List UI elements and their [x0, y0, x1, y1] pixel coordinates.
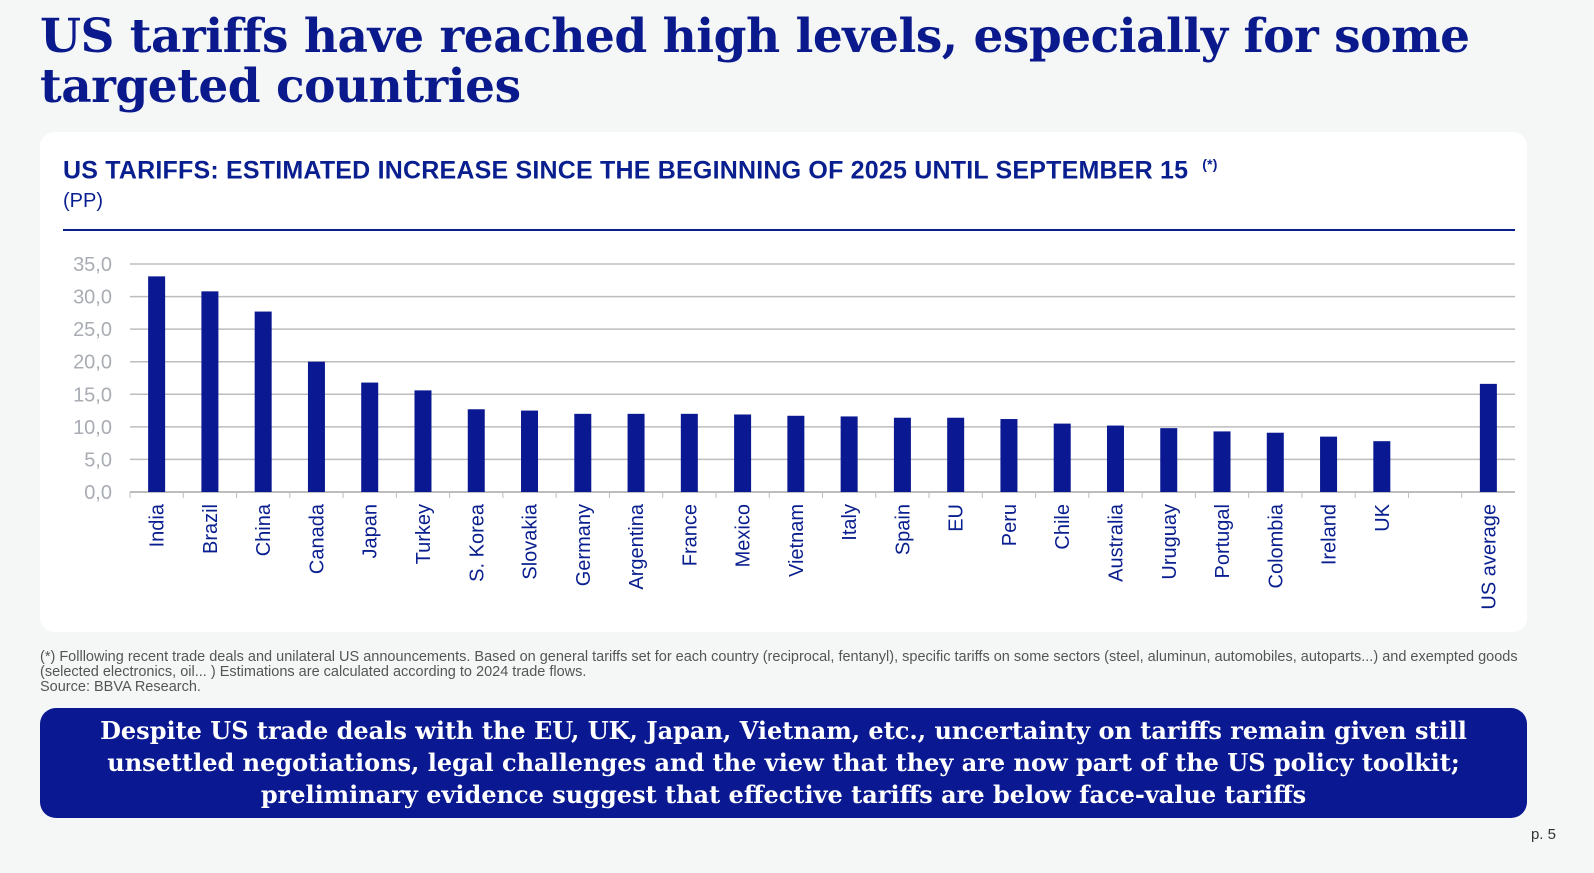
y-tick-label: 20,0	[73, 352, 112, 374]
x-tick-label: Italy	[839, 504, 861, 541]
x-tick-label: Spain	[892, 504, 914, 555]
bar	[574, 413, 592, 492]
x-tick-label: France	[679, 504, 701, 566]
bar	[1213, 431, 1231, 492]
x-tick-label: Argentina	[626, 503, 648, 589]
x-tick-label: Colombia	[1265, 503, 1287, 588]
bar	[734, 414, 752, 492]
x-tick-label: Slovakia	[520, 503, 542, 579]
bar	[201, 291, 219, 492]
bar	[947, 417, 965, 492]
y-tick-label: 15,0	[73, 384, 112, 406]
x-tick-label: UK	[1372, 503, 1394, 531]
chart-title-note: (*)	[1202, 156, 1218, 172]
x-tick-label: Ireland	[1319, 504, 1341, 565]
x-tick-label: S. Korea	[466, 503, 488, 582]
bar	[893, 417, 911, 492]
bar	[1266, 432, 1284, 492]
bar	[1053, 423, 1071, 492]
x-tick-label: Uruguay	[1159, 504, 1181, 580]
x-tick-label: Peru	[999, 504, 1021, 546]
bar	[307, 361, 325, 492]
bar	[1160, 428, 1178, 492]
chart-card: US TARIFFS: ESTIMATED INCREASE SINCE THE…	[40, 132, 1527, 632]
x-tick-label: US average	[1478, 504, 1500, 610]
chart-title-text: US TARIFFS: ESTIMATED INCREASE SINCE THE…	[63, 156, 1189, 185]
x-tick-label: Brazil	[200, 504, 222, 554]
bar	[787, 415, 805, 492]
bar	[521, 410, 539, 492]
y-tick-label: 25,0	[73, 319, 112, 341]
x-tick-label: Japan	[360, 504, 382, 559]
x-tick-label: Mexico	[733, 504, 755, 567]
bar	[627, 413, 645, 492]
x-tick-label: EU	[946, 504, 968, 532]
bar	[148, 276, 166, 492]
page-title: US tariffs have reached high levels, esp…	[40, 9, 1470, 114]
bar	[1000, 419, 1018, 492]
x-tick-label: Vietnam	[786, 504, 808, 577]
bar	[1373, 441, 1391, 492]
bar	[414, 390, 432, 492]
x-tick-label: Portugal	[1212, 504, 1234, 579]
chart-unit: (PP)	[63, 190, 103, 212]
y-tick-label: 30,0	[73, 287, 112, 309]
bar	[467, 409, 485, 492]
footnote: (*) Folllowing recent trade deals and un…	[40, 650, 1530, 695]
key-message-banner: Despite US trade deals with the EU, UK, …	[40, 708, 1527, 818]
bar	[1106, 425, 1124, 492]
title-divider	[63, 229, 1515, 231]
x-tick-label: Germany	[573, 504, 595, 586]
banner-text: Despite US trade deals with the EU, UK, …	[100, 716, 1467, 809]
x-tick-label: Australia	[1105, 503, 1127, 582]
footnote-text: (*) Folllowing recent trade deals and un…	[40, 649, 1518, 680]
bar	[361, 382, 379, 492]
bar	[840, 416, 858, 492]
bar	[680, 413, 698, 492]
source-text: Source: BBVA Research.	[40, 679, 201, 695]
page-number: p. 5	[1530, 826, 1556, 843]
y-tick-label: 5,0	[84, 449, 112, 471]
y-tick-label: 10,0	[73, 417, 112, 439]
x-tick-label: Turkey	[413, 504, 435, 564]
y-tick-label: 35,0	[73, 254, 112, 276]
bar	[1479, 383, 1497, 492]
y-tick-label: 0,0	[84, 482, 112, 504]
x-tick-label: Canada	[306, 503, 328, 574]
bar-chart: 0,0 5,0 10,0 15,0 20,0 25,0 30,0 35,0 India Brazi…	[73, 254, 1515, 610]
x-tick-label: India	[147, 503, 169, 547]
chart-title: US TARIFFS: ESTIMATED INCREASE SINCE THE…	[63, 156, 1218, 185]
bar	[1320, 436, 1338, 492]
x-tick-label: China	[253, 503, 275, 556]
bar	[254, 311, 272, 492]
x-tick-label: Chile	[1052, 504, 1074, 550]
